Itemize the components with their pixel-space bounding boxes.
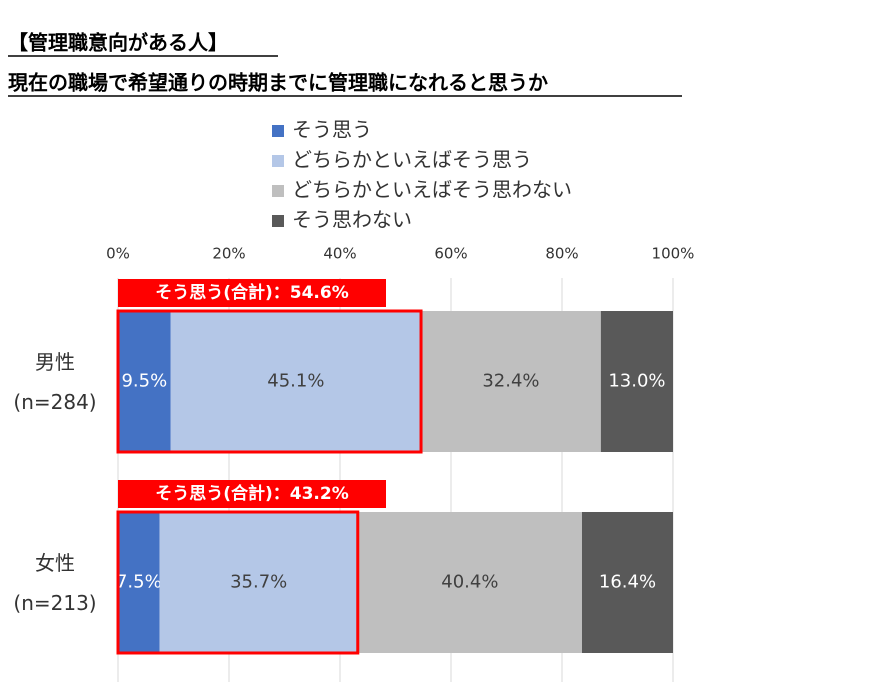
x-tick-label: 60% bbox=[434, 245, 467, 263]
legend-label: どちらかといえばそう思う bbox=[292, 148, 532, 172]
bar-segment bbox=[118, 512, 160, 653]
annotation-text: そう思う(合計)：54.6% bbox=[155, 282, 349, 303]
category-sublabel: (n=213) bbox=[13, 591, 96, 615]
data-label: 13.0% bbox=[608, 371, 665, 392]
x-tick-label: 20% bbox=[212, 245, 245, 263]
category-sublabel: (n=284) bbox=[13, 390, 96, 414]
chart-subtitle: 現在の職場で希望通りの時期までに管理職になれると思うか bbox=[8, 71, 548, 95]
legend-swatch bbox=[272, 185, 284, 197]
data-label: 16.4% bbox=[599, 572, 656, 593]
annotation-text: そう思う(合計)：43.2% bbox=[155, 483, 349, 504]
bar-segment bbox=[118, 311, 171, 452]
bar-segment bbox=[581, 512, 673, 653]
data-label: 32.4% bbox=[482, 371, 539, 392]
annotation-outline bbox=[116, 510, 360, 655]
legend-swatch bbox=[272, 155, 284, 167]
bar-segment bbox=[159, 512, 358, 653]
legend-label: そう思う bbox=[292, 118, 372, 142]
bar-segment bbox=[357, 512, 582, 653]
data-label: 40.4% bbox=[441, 572, 498, 593]
x-tick-label: 40% bbox=[323, 245, 356, 263]
bar-segment bbox=[170, 311, 422, 452]
data-label: 45.1% bbox=[267, 371, 324, 392]
annotation-box bbox=[118, 279, 386, 307]
bar-segment bbox=[421, 311, 601, 452]
x-tick-label: 80% bbox=[545, 245, 578, 263]
data-label: 9.5% bbox=[121, 371, 167, 392]
x-tick-label: 100% bbox=[652, 245, 695, 263]
data-label: 35.7% bbox=[230, 572, 287, 593]
annotation-outline bbox=[116, 309, 423, 454]
legend-swatch bbox=[272, 215, 284, 227]
annotation-box bbox=[118, 480, 386, 508]
legend-label: そう思わない bbox=[292, 208, 412, 232]
legend-swatch bbox=[272, 125, 284, 137]
legend-label: どちらかといえばそう思わない bbox=[292, 178, 572, 202]
x-tick-label: 0% bbox=[106, 245, 130, 263]
bar-segment bbox=[600, 311, 673, 452]
data-label: 7.5% bbox=[116, 572, 162, 593]
category-label: 女性 bbox=[35, 551, 75, 575]
category-label: 男性 bbox=[35, 350, 75, 374]
chart-title: 【管理職意向がある人】 bbox=[8, 31, 228, 55]
